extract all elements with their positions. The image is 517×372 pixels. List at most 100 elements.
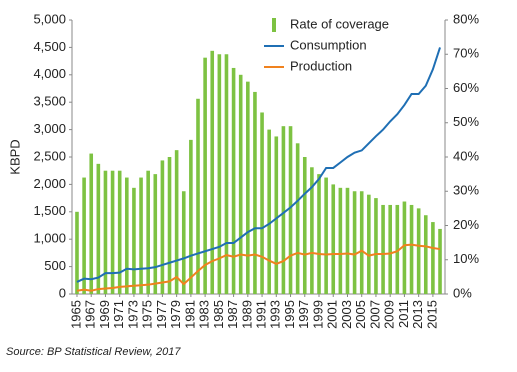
y2-tick-label: 70% [453,46,479,61]
bar [82,177,86,294]
x-tick-label: 1973 [125,300,140,329]
bar [281,126,286,294]
x-tick-label: 2007 [367,300,382,329]
x-tick-label: 1991 [253,300,268,329]
bar [423,215,428,294]
x-tick-label: 1993 [268,300,283,329]
x-tick-label: 2003 [339,300,354,329]
y2-tick-label: 30% [453,183,479,198]
y2-tick-label: 80% [453,11,479,26]
bar [345,187,350,294]
bar [196,98,200,295]
y-tick-label: 0 [59,285,66,300]
bar [174,150,179,294]
bar [324,177,328,294]
bar [181,191,186,294]
bar [217,54,222,294]
bar [317,174,321,294]
bar [246,81,250,295]
x-tick-label: 1981 [182,300,197,329]
x-tick-label: 1965 [68,300,83,329]
bar [89,153,94,294]
y-tick-label: 4,500 [33,39,66,54]
bar [267,129,271,294]
bar [381,204,385,294]
bar [189,139,193,294]
x-tick-label: 1995 [282,300,297,329]
x-tick-label: 1979 [168,300,183,329]
bar [132,187,136,294]
y-tick-label: 5,000 [33,11,66,26]
bar [260,112,264,294]
bar [338,187,343,294]
bar [167,157,172,294]
source: Source: BP Statistical Review, 2017 [6,346,181,358]
x-tick-label: 1987 [225,300,240,329]
y-tick-label: 2,000 [33,176,66,191]
bar [253,91,257,294]
bar [274,136,279,294]
legend-label: Production [290,58,352,73]
bar [231,67,236,294]
bar [224,54,229,294]
x-tick-label: 2015 [424,300,439,329]
y-tick-label: 1,000 [33,231,66,246]
legend-label: Rate of coverage [290,16,389,31]
y-tick-label: 500 [44,258,66,273]
bar [310,167,314,294]
legend-swatch [272,18,276,32]
x-tick-label: 1989 [239,300,254,329]
y2-tick-label: 20% [453,217,479,232]
x-tick-label: 1975 [140,300,155,329]
x-tick-label: 2009 [382,300,397,329]
bar [409,204,414,294]
legend-label: Consumption [290,37,367,52]
bar [395,204,400,294]
bar [139,177,143,294]
bar [153,174,158,294]
bar [146,170,150,294]
bar [96,163,101,294]
bar [295,143,300,294]
bar [431,222,435,294]
bar [160,160,165,294]
x-tick-label: 1997 [296,300,311,329]
line [76,243,441,292]
bar [367,194,371,294]
bar [302,157,307,294]
y-axis-title: KBPD [7,139,22,174]
bar [117,170,122,294]
bar [402,201,407,294]
bar [331,184,336,294]
y-tick-label: 3,000 [33,121,66,136]
bar [203,57,207,294]
bar [359,191,364,294]
bar [416,208,421,294]
x-tick-label: 1969 [97,300,112,329]
bar [125,177,129,294]
x-tick-label: 1999 [310,300,325,329]
y2-tick-label: 40% [453,148,479,163]
x-tick-label: 1977 [154,300,169,329]
y2-tick-label: 60% [453,80,479,95]
y2-tick-label: 0% [453,285,472,300]
bar [288,126,293,294]
x-tick-label: 1983 [197,300,212,329]
bar [438,228,442,294]
x-tick-label: 2011 [396,300,411,328]
x-tick-label: 2001 [325,300,340,329]
y2-tick-label: 50% [453,114,479,129]
y-tick-label: 2,500 [33,148,66,163]
line [76,47,441,283]
y2-tick-label: 10% [453,251,479,266]
bar [352,191,357,294]
x-tick-label: 1985 [211,300,226,329]
bar [103,170,108,294]
bar [75,211,79,294]
y-tick-label: 4,000 [33,66,66,81]
bar [374,198,378,294]
y-tick-label: 3,500 [33,94,66,109]
bar [388,204,392,294]
y-tick-label: 1,500 [33,203,66,218]
